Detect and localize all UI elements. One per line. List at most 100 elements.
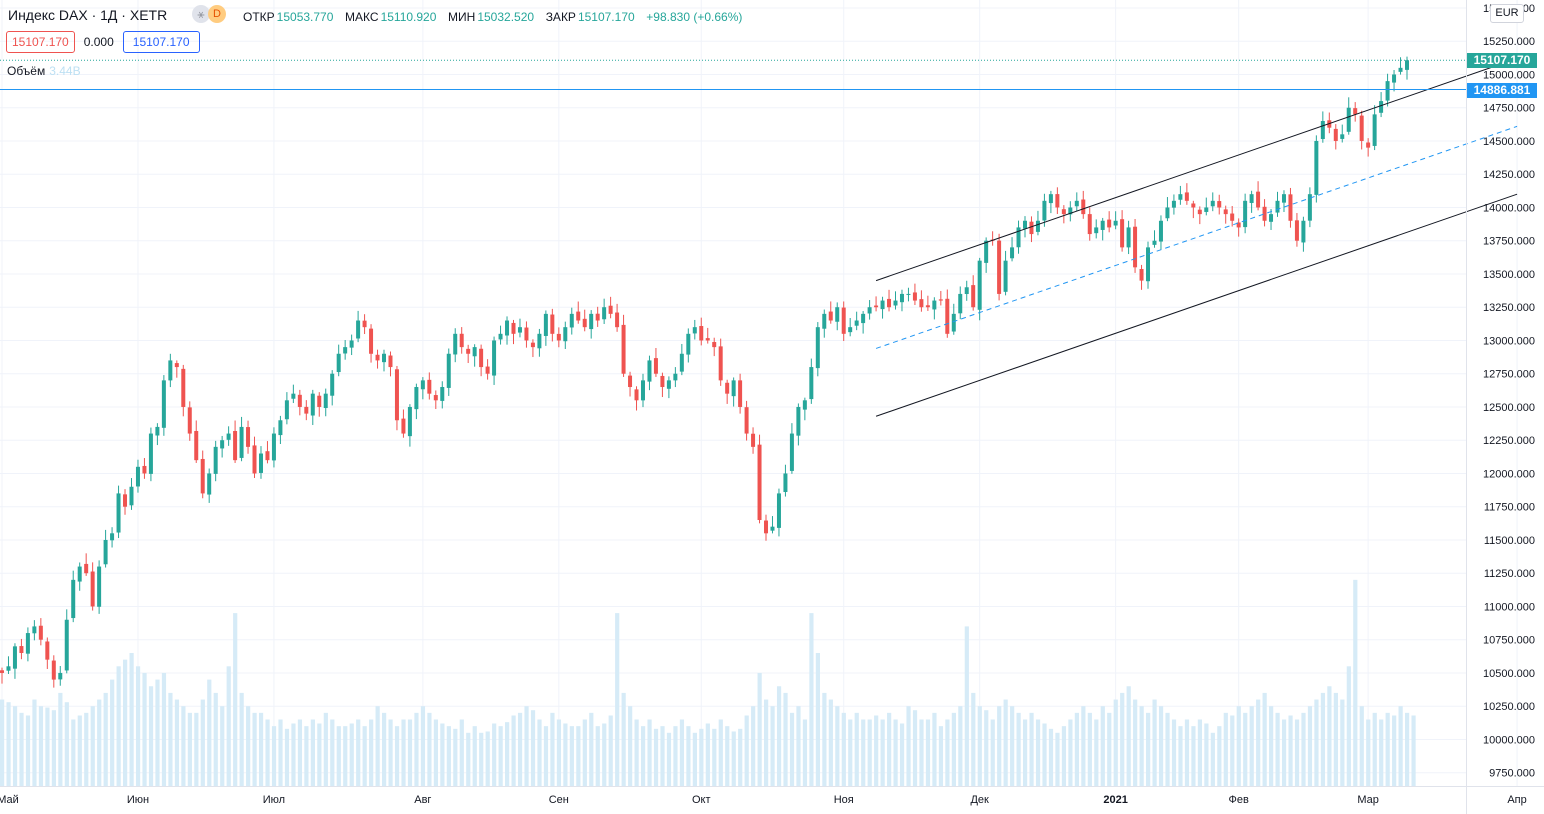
volume-bar xyxy=(77,715,82,786)
candle xyxy=(440,387,445,401)
candle xyxy=(142,465,147,474)
volume-bar xyxy=(615,613,620,786)
volume-bar xyxy=(297,719,303,786)
volume-bar xyxy=(323,712,328,786)
candle xyxy=(660,375,665,388)
candle xyxy=(51,660,56,680)
sell-button[interactable]: 15107.170 xyxy=(6,31,75,53)
candle xyxy=(1405,60,1409,70)
candle xyxy=(796,406,801,436)
candle xyxy=(679,353,684,372)
volume-bar xyxy=(239,692,244,786)
candle xyxy=(317,395,322,407)
volume-bar xyxy=(459,719,464,786)
candle xyxy=(977,260,982,310)
candle xyxy=(776,493,781,528)
volume-bar xyxy=(440,723,445,786)
volume-bar xyxy=(433,719,439,786)
candle xyxy=(382,353,387,363)
volume-bar xyxy=(699,728,704,786)
candle xyxy=(1074,200,1079,207)
volume-bar xyxy=(1061,726,1067,786)
candle xyxy=(997,240,1002,294)
candle xyxy=(485,366,490,374)
y-tick-label: 14000.000 xyxy=(1483,202,1535,214)
buy-button[interactable]: 15107.170 xyxy=(122,31,200,53)
volume-bar xyxy=(1204,723,1209,786)
volume-bar xyxy=(563,723,568,786)
candle xyxy=(38,625,43,640)
y-tick-label: 12500.000 xyxy=(1483,402,1535,414)
delayed-data-badge[interactable]: D xyxy=(208,5,226,23)
volume-bar xyxy=(1191,726,1196,786)
candle xyxy=(634,389,639,401)
volume-bar xyxy=(938,726,944,786)
horizontal-line-price-label: 14886.881 xyxy=(1467,82,1537,98)
candle xyxy=(362,320,367,328)
currency-button[interactable]: EUR xyxy=(1490,4,1524,23)
candle xyxy=(640,380,645,401)
volume-bar xyxy=(679,719,685,786)
candle xyxy=(1301,220,1306,243)
volume-bar xyxy=(142,672,147,786)
volume-bar xyxy=(148,686,154,786)
y-tick-label: 14750.000 xyxy=(1483,103,1535,115)
volume-bar xyxy=(887,712,892,786)
candle xyxy=(938,299,943,301)
volume-bar xyxy=(770,706,775,786)
star-icon[interactable]: ⚹ xyxy=(192,5,210,23)
candle xyxy=(951,313,956,332)
candle xyxy=(524,327,529,341)
volume-bar xyxy=(751,706,756,786)
candle xyxy=(815,327,820,369)
x-tick-label: Авг xyxy=(414,794,431,806)
volume-bar xyxy=(971,692,976,786)
volume-bar xyxy=(1055,732,1060,786)
volume-bar xyxy=(1340,699,1345,786)
candle xyxy=(770,526,775,531)
candle xyxy=(375,354,380,361)
candle xyxy=(466,348,471,354)
y-tick-label: 15000.000 xyxy=(1483,69,1535,81)
candle xyxy=(129,486,134,506)
candle xyxy=(1165,207,1170,219)
volume-bar xyxy=(1346,666,1351,786)
volume-bar xyxy=(1146,712,1151,786)
volume-bar xyxy=(284,728,290,786)
candle xyxy=(1294,220,1299,241)
candle xyxy=(369,328,374,354)
volume-bar xyxy=(919,719,924,786)
candle xyxy=(407,406,412,437)
candle xyxy=(110,533,115,541)
symbol-title[interactable]: Индекс DAX · 1Д · XETR xyxy=(8,7,168,23)
candle xyxy=(1146,247,1151,282)
candle xyxy=(1256,191,1261,208)
candle xyxy=(1094,227,1099,234)
volume-bar xyxy=(1126,686,1131,786)
candle xyxy=(420,380,425,390)
candle xyxy=(822,313,827,329)
candle xyxy=(84,563,89,574)
volume-bar xyxy=(498,726,503,786)
volume-bar xyxy=(103,692,108,786)
candle xyxy=(77,566,82,582)
volume-bar xyxy=(1411,715,1416,786)
volume-bar xyxy=(1035,719,1041,786)
volume-bar xyxy=(45,707,50,786)
candle xyxy=(1385,81,1390,101)
candle xyxy=(19,646,24,654)
volume-bar xyxy=(19,712,24,786)
volume-bar xyxy=(0,699,5,786)
volume-legend[interactable]: Объём 3.44B xyxy=(7,64,81,78)
candle xyxy=(479,348,484,368)
candle xyxy=(1048,194,1053,204)
candle xyxy=(181,368,186,407)
x-tick-label: Окт xyxy=(692,794,711,806)
x-tick-label: Фев xyxy=(1228,794,1248,806)
candle xyxy=(1353,108,1358,115)
candle xyxy=(1042,200,1047,221)
volume-bar xyxy=(1333,692,1338,786)
y-tick-label: 10250.000 xyxy=(1483,701,1535,713)
volume-bar xyxy=(349,723,354,786)
